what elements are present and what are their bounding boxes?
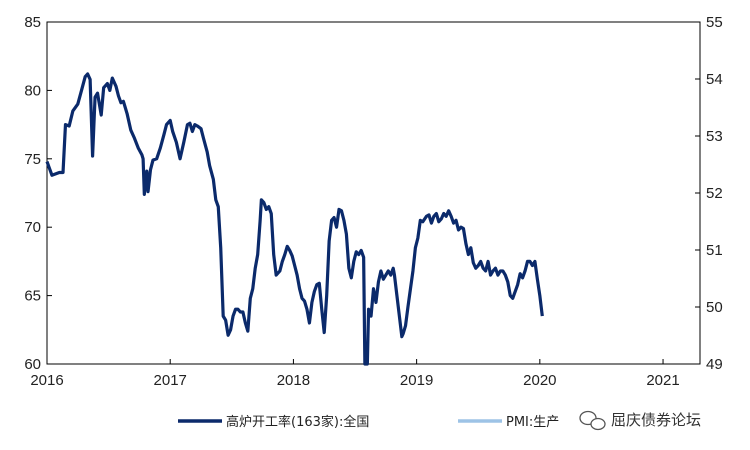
y-right-tick-label: 52 bbox=[706, 185, 723, 202]
y-right-tick-label: 49 bbox=[706, 356, 723, 373]
x-tick-label: 2020 bbox=[523, 372, 556, 389]
y-right-tick-label: 51 bbox=[706, 242, 723, 259]
x-tick-label: 2021 bbox=[646, 372, 679, 389]
legend-item-2: PMI:生产 bbox=[458, 415, 559, 430]
y-right-tick-label: 55 bbox=[706, 14, 723, 31]
y-left-tick-label: 75 bbox=[24, 151, 41, 168]
wechat-logo bbox=[579, 410, 606, 431]
y-right-tick-label: 54 bbox=[706, 71, 723, 88]
y-right-tick-label: 50 bbox=[706, 299, 723, 316]
y-right-tick-label: 53 bbox=[706, 128, 723, 145]
x-tick-label: 2019 bbox=[400, 372, 433, 389]
legend-item-1: 高炉开工率(163家):全国 bbox=[178, 414, 369, 430]
chart-series bbox=[45, 72, 544, 366]
y-left-tick-label: 70 bbox=[24, 219, 41, 236]
legend-label: PMI:生产 bbox=[506, 415, 559, 430]
x-tick-label: 2017 bbox=[154, 372, 187, 389]
x-tick-label: 2018 bbox=[277, 372, 310, 389]
legend-label: 高炉开工率(163家):全国 bbox=[226, 414, 369, 430]
watermark: 屈庆债券论坛 bbox=[579, 410, 701, 431]
chart-ticks: 60 65 70 75 80 85 49 50 51 52 53 54 55 2016 2017 2018 20… bbox=[24, 14, 722, 389]
y-left-tick-label: 60 bbox=[24, 356, 41, 373]
series-line-1 bbox=[45, 72, 544, 366]
y-left-tick-label: 65 bbox=[24, 288, 41, 305]
chart-legend: 高炉开工率(163家):全国 PMI:生产 bbox=[178, 414, 559, 430]
y-left-tick-label: 85 bbox=[24, 14, 41, 31]
x-tick-label: 2016 bbox=[30, 372, 63, 389]
y-left-tick-label: 80 bbox=[24, 82, 41, 99]
watermark-text: 屈庆债券论坛 bbox=[611, 411, 701, 429]
